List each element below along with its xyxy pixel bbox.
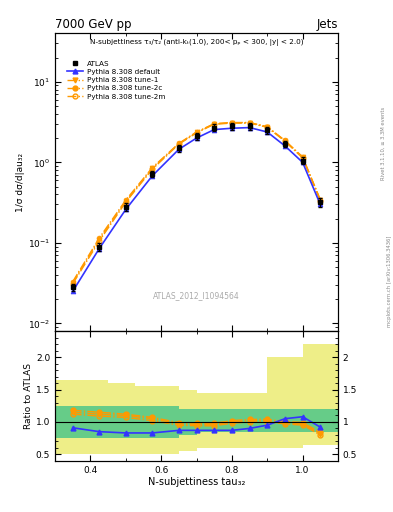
Text: N-subjettiness τ₃/τ₂ (anti-kₜ(1.0), 200< pₚ < 300, |y| < 2.0): N-subjettiness τ₃/τ₂ (anti-kₜ(1.0), 200<… [90,39,303,46]
Text: mcplots.cern.ch [arXiv:1306.3436]: mcplots.cern.ch [arXiv:1306.3436] [387,236,391,327]
Text: Rivet 3.1.10, ≥ 3.3M events: Rivet 3.1.10, ≥ 3.3M events [381,106,386,180]
Y-axis label: 1/σ dσ/d|au₃₂: 1/σ dσ/d|au₃₂ [16,153,25,212]
X-axis label: N-subjettiness tau₃₂: N-subjettiness tau₃₂ [148,477,245,487]
Text: 7000 GeV pp: 7000 GeV pp [55,18,132,31]
Y-axis label: Ratio to ATLAS: Ratio to ATLAS [24,363,33,429]
Text: ATLAS_2012_I1094564: ATLAS_2012_I1094564 [153,291,240,300]
Text: Jets: Jets [316,18,338,31]
Legend: ATLAS, Pythia 8.308 default, Pythia 8.308 tune-1, Pythia 8.308 tune-2c, Pythia 8: ATLAS, Pythia 8.308 default, Pythia 8.30… [67,61,165,100]
